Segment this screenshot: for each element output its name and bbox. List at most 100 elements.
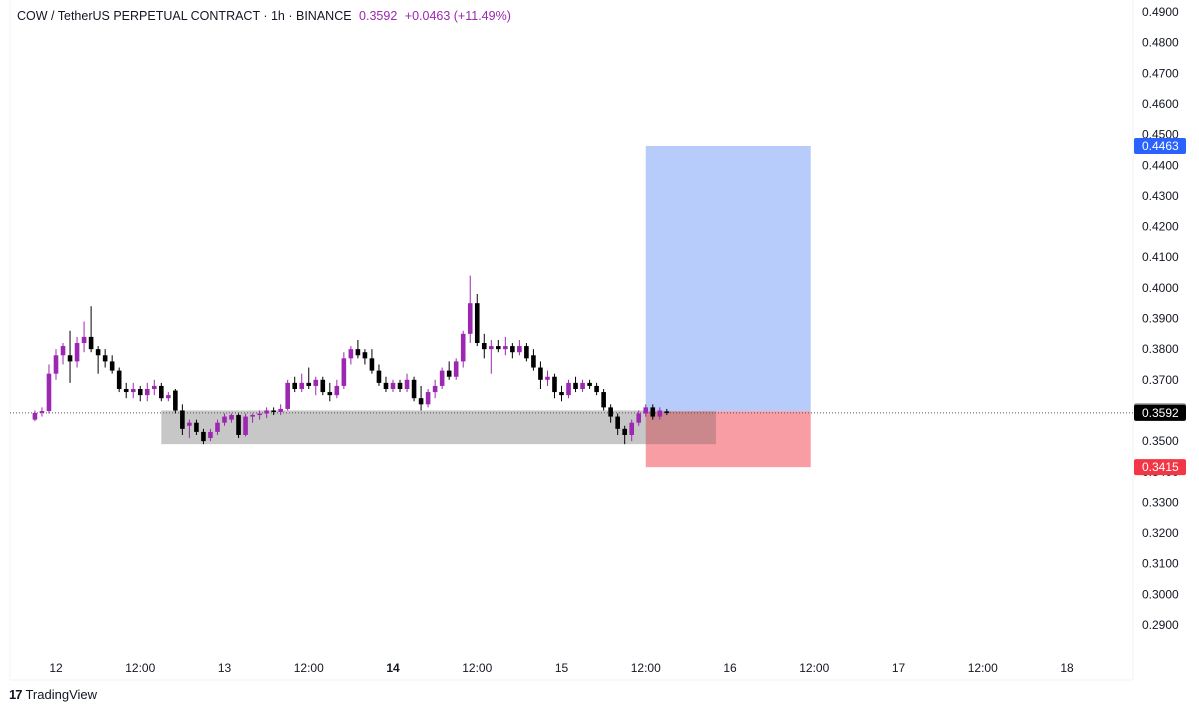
candle-body [615, 416, 620, 429]
candle-body [278, 408, 283, 412]
y-tick-label: 0.3800 [1142, 342, 1179, 356]
price-tag-target [1134, 137, 1186, 154]
price-tag-stop [1134, 459, 1186, 476]
candle-body [369, 358, 375, 371]
candle-body [109, 361, 115, 371]
candle-body [81, 336, 87, 344]
candle-body [334, 385, 340, 396]
candle-body [222, 416, 227, 423]
candle-body [123, 388, 129, 393]
x-tick-label: 12:00 [294, 661, 324, 675]
candle-body [566, 382, 571, 396]
candle-body [580, 382, 585, 389]
candle-body [481, 343, 487, 350]
candle-body [397, 382, 403, 389]
candle-body [257, 413, 262, 416]
candle-body [503, 346, 508, 350]
candle-body [95, 349, 101, 356]
candle-body [453, 361, 459, 377]
candle-body [173, 390, 178, 411]
y-tick-label: 0.4400 [1142, 158, 1179, 172]
candle-body [559, 392, 564, 396]
candle-body [355, 349, 361, 356]
candle-body [411, 379, 417, 399]
candle-body [215, 422, 220, 432]
candle-body [531, 355, 536, 368]
x-tick-label: 14 [386, 661, 400, 675]
candle-body [573, 382, 578, 389]
x-tick-label: 12:00 [462, 661, 492, 675]
y-tick-label: 0.3700 [1142, 373, 1179, 387]
y-tick-label: 0.4700 [1142, 66, 1179, 80]
y-tick-label: 0.4900 [1142, 5, 1179, 19]
x-tick-label: 12:00 [799, 661, 829, 675]
candle-body [510, 346, 515, 353]
brand-name: TradingView [25, 687, 98, 702]
candle-body [264, 410, 269, 414]
candle-body [608, 407, 613, 417]
target-zone [645, 145, 811, 412]
candle-body [292, 382, 298, 389]
candle-body [53, 355, 59, 374]
candle-body [320, 379, 326, 393]
y-tick-label: 0.3300 [1142, 495, 1179, 509]
candle-body [636, 413, 642, 423]
candle-body [496, 346, 501, 350]
y-tick-label: 0.3200 [1142, 526, 1179, 540]
tradingview-branding[interactable]: 17 TradingView [9, 687, 97, 702]
candle-body [180, 410, 185, 429]
y-tick-label: 0.4200 [1142, 220, 1179, 234]
candle-body [327, 392, 333, 396]
candle-body [664, 411, 670, 413]
candle-body [517, 346, 522, 353]
candle-body [271, 410, 276, 412]
candle-body [488, 346, 494, 350]
candle-body [102, 355, 108, 362]
candle-body [313, 379, 319, 386]
y-tick-label: 0.3900 [1142, 312, 1179, 326]
stop-zone [645, 411, 811, 468]
candle-body [137, 388, 143, 396]
candle-body [159, 385, 164, 399]
candle-body [229, 415, 234, 420]
y-tick-label: 0.4300 [1142, 189, 1179, 203]
candle-body [67, 355, 73, 362]
candle-body [88, 336, 94, 350]
zone-overlap [645, 411, 716, 445]
price-tag-label: 0.3592 [1142, 406, 1179, 420]
candle-body [60, 346, 66, 356]
y-tick-label: 0.3100 [1142, 557, 1179, 571]
candle-body [552, 376, 557, 393]
plot-background [10, 0, 1133, 680]
candle-body [383, 382, 389, 389]
y-tick-label: 0.2900 [1142, 618, 1179, 632]
price-tag-label: 0.4463 [1142, 139, 1179, 153]
candle-body [116, 370, 122, 389]
candle-body [194, 422, 199, 432]
candle-body [306, 382, 312, 386]
candle-body [130, 388, 136, 393]
y-tick-label: 0.4600 [1142, 97, 1179, 111]
candle-body [474, 303, 480, 344]
candle-body [460, 333, 466, 362]
candle-body [243, 416, 248, 435]
candle-body [390, 382, 396, 389]
candle-body [46, 373, 52, 412]
x-tick-label: 17 [892, 661, 906, 675]
price-tag-last [1134, 404, 1186, 421]
candle-body [376, 370, 382, 383]
candle-body [404, 379, 410, 389]
candle-body [74, 343, 80, 362]
price-change: +0.0463 (+11.49%) [404, 9, 511, 23]
x-tick-label: 12:00 [968, 661, 998, 675]
candle-body [151, 385, 157, 389]
candle-body [587, 382, 592, 386]
candle-body [425, 392, 431, 405]
y-tick-label: 0.4800 [1142, 36, 1179, 50]
candle-body [187, 422, 192, 426]
candle-body [657, 410, 663, 417]
x-tick-label: 18 [1060, 661, 1074, 675]
candle-body [208, 431, 213, 439]
